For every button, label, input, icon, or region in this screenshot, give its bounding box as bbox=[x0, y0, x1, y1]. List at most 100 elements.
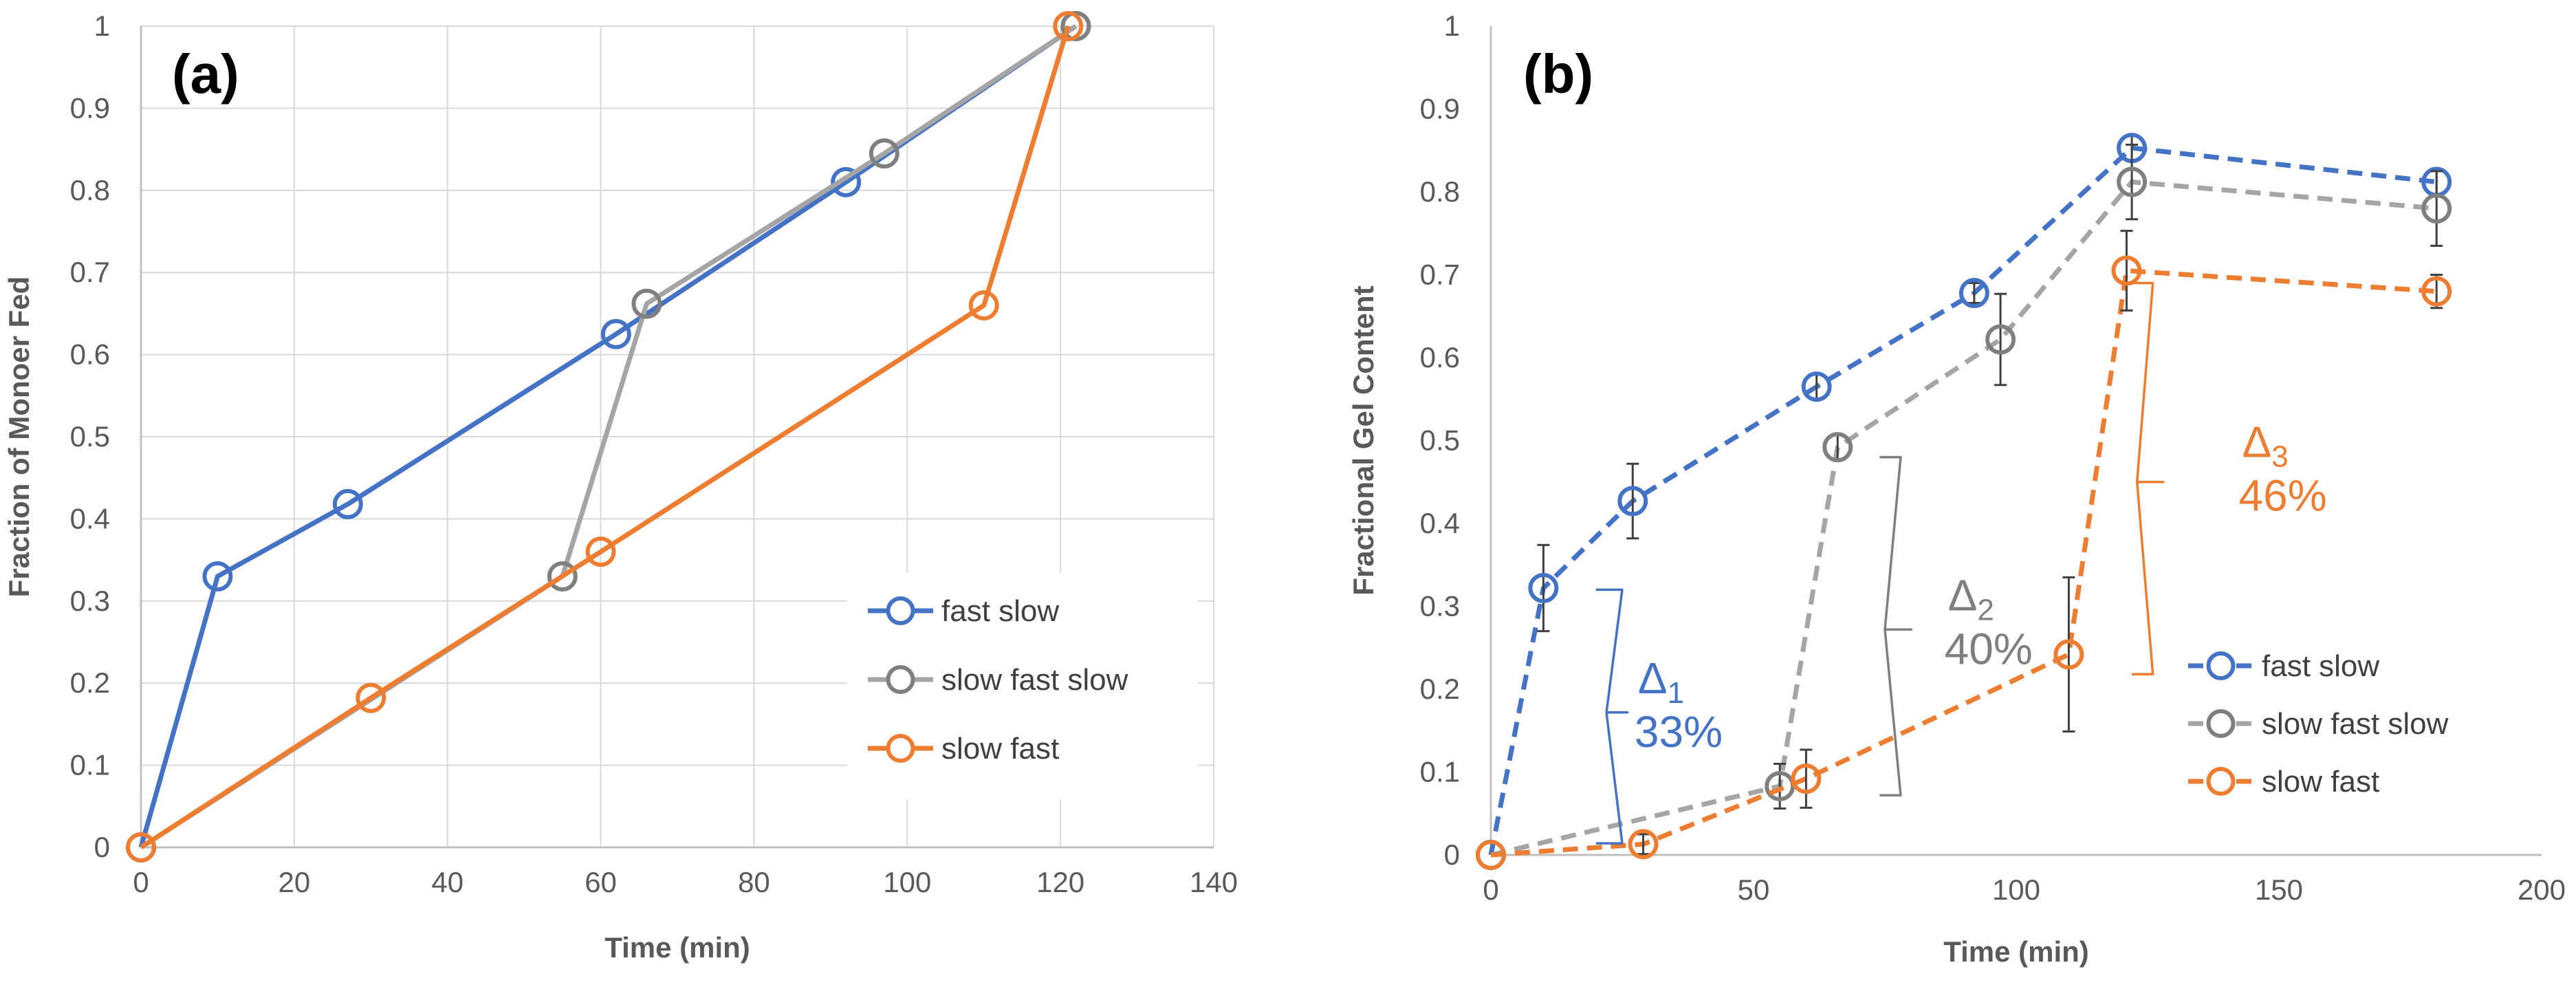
y-tick-label: 0.4 bbox=[70, 502, 110, 534]
y-tick-label: 0.3 bbox=[70, 585, 110, 617]
legend-marker bbox=[886, 665, 915, 694]
annotation-value: 46% bbox=[2239, 471, 2327, 521]
x-tick-label: 0 bbox=[133, 866, 149, 898]
x-tick-label: 100 bbox=[1992, 874, 2040, 906]
x-tick-label: 40 bbox=[431, 866, 463, 898]
series-slow-fast bbox=[1476, 230, 2452, 870]
data-point bbox=[2421, 276, 2452, 307]
legend-label: fast slow bbox=[941, 594, 1059, 628]
annotation-bracket bbox=[1595, 588, 1629, 845]
y-axis-title: Fraction of Monoer Fed bbox=[3, 276, 35, 598]
y-axis-title: Fractional Gel Content bbox=[1347, 285, 1379, 595]
data-point bbox=[202, 561, 233, 592]
y-tick-label: 0.1 bbox=[70, 749, 110, 781]
legend: fast slow slow fast slow slow fast bbox=[2168, 628, 2539, 822]
data-point bbox=[1822, 432, 1853, 463]
data-point bbox=[126, 832, 156, 863]
data-point bbox=[2117, 166, 2148, 197]
legend-marker bbox=[2206, 709, 2236, 738]
delta-symbol: Δ bbox=[1638, 653, 1668, 703]
y-tick-label: 0 bbox=[94, 831, 110, 863]
data-point bbox=[968, 290, 999, 321]
y-tick-label: 0.5 bbox=[70, 420, 110, 453]
annotation-delta-label: Δ1 bbox=[1638, 653, 1684, 710]
y-tick-label: 0.4 bbox=[1420, 507, 1460, 539]
annotation-bracket bbox=[1879, 455, 1912, 796]
legend-label: fast slow bbox=[2262, 649, 2379, 683]
x-axis-title: Time (min) bbox=[1943, 935, 2089, 968]
x-tick-label: 50 bbox=[1738, 874, 1770, 906]
y-tick-label: 0.7 bbox=[70, 256, 110, 288]
data-point bbox=[1476, 840, 1506, 870]
x-tick-label: 20 bbox=[278, 866, 310, 898]
data-point bbox=[1628, 829, 1659, 860]
data-point bbox=[869, 138, 899, 169]
x-tick-label: 120 bbox=[1036, 866, 1084, 898]
y-tick-label: 0.9 bbox=[1420, 93, 1460, 125]
y-tick-label: 0.6 bbox=[70, 338, 110, 371]
legend: fast slow slow fast slow slow fast bbox=[847, 573, 1198, 800]
annotation-delta-label: Δ3 bbox=[2242, 417, 2289, 474]
panel-label: (b) bbox=[1523, 43, 1593, 105]
data-point bbox=[2053, 639, 2084, 670]
legend-marker bbox=[886, 596, 915, 625]
data-point bbox=[2111, 255, 2142, 286]
data-point bbox=[1060, 11, 1091, 41]
x-tick-label: 150 bbox=[2255, 874, 2303, 906]
chart-panel-b: 0 0.1 0.2 0.3 0.4 0.5 0.6 0.7 0.8 0.9 1 0 50 100 150 20… bbox=[1347, 10, 2566, 968]
panel-label: (a) bbox=[172, 43, 239, 105]
annotation-value: 33% bbox=[1635, 707, 1723, 757]
legend-marker bbox=[2206, 767, 2236, 796]
data-point bbox=[547, 561, 578, 592]
x-tick-label: 0 bbox=[1483, 874, 1498, 906]
x-tick-label: 200 bbox=[2518, 874, 2566, 906]
delta-symbol: Δ bbox=[2242, 417, 2272, 467]
y-tick-label: 0.9 bbox=[70, 91, 110, 124]
data-point bbox=[585, 536, 616, 567]
y-tick-label: 1 bbox=[1444, 10, 1460, 42]
annotation-delta-label: Δ2 bbox=[1948, 571, 1994, 627]
y-tick-label: 0.6 bbox=[1420, 341, 1460, 373]
x-tick-label: 140 bbox=[1190, 866, 1238, 898]
y-tick-label: 0.8 bbox=[70, 174, 110, 206]
data-point bbox=[631, 288, 662, 319]
data-point bbox=[356, 682, 386, 713]
delta-subscript: 3 bbox=[2271, 440, 2288, 474]
y-tick-label: 0 bbox=[1444, 838, 1460, 871]
series-line bbox=[140, 25, 1071, 849]
data-point bbox=[600, 318, 631, 349]
y-tick-label: 0.7 bbox=[1420, 259, 1460, 291]
series-slow-fast bbox=[126, 11, 1084, 863]
y-tick-label: 0.2 bbox=[70, 666, 110, 699]
x-tick-label: 60 bbox=[585, 866, 617, 898]
legend-label: slow fast bbox=[2262, 765, 2379, 799]
y-tick-label: 0.3 bbox=[1420, 590, 1460, 622]
data-point bbox=[831, 166, 862, 197]
data-point bbox=[1791, 763, 1822, 794]
annotation-value: 40% bbox=[1945, 625, 2033, 674]
data-point bbox=[2421, 193, 2452, 224]
series-line bbox=[1490, 180, 2437, 858]
x-tick-label: 80 bbox=[738, 866, 770, 898]
x-tick-label: 100 bbox=[883, 866, 931, 898]
data-point bbox=[1958, 278, 1989, 309]
legend-marker bbox=[886, 734, 915, 763]
annotation-bracket bbox=[2132, 281, 2165, 676]
y-tick-label: 0.5 bbox=[1420, 424, 1460, 457]
chart-panel-a: 0 0.1 0.2 0.3 0.4 0.5 0.6 0.7 0.8 0.9 1 0 20 40 60 80 10… bbox=[3, 10, 1238, 964]
y-tick-label: 0.2 bbox=[1420, 673, 1460, 705]
y-tick-label: 0.8 bbox=[1420, 175, 1460, 208]
data-point bbox=[1801, 371, 1832, 402]
legend-label: slow fast bbox=[941, 732, 1059, 766]
delta-subscript: 1 bbox=[1668, 676, 1684, 710]
y-tick-label: 1 bbox=[94, 10, 110, 42]
legend-label: slow fast slow bbox=[941, 663, 1128, 697]
series-line bbox=[1490, 268, 2437, 858]
delta-subscript: 2 bbox=[1977, 594, 1994, 627]
delta-symbol: Δ bbox=[1948, 571, 1978, 620]
data-point bbox=[1985, 324, 2016, 355]
